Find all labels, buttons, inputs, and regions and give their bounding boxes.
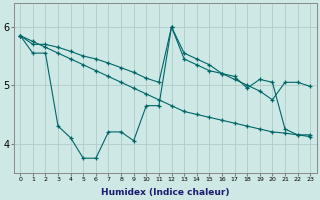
X-axis label: Humidex (Indice chaleur): Humidex (Indice chaleur) — [101, 188, 229, 197]
